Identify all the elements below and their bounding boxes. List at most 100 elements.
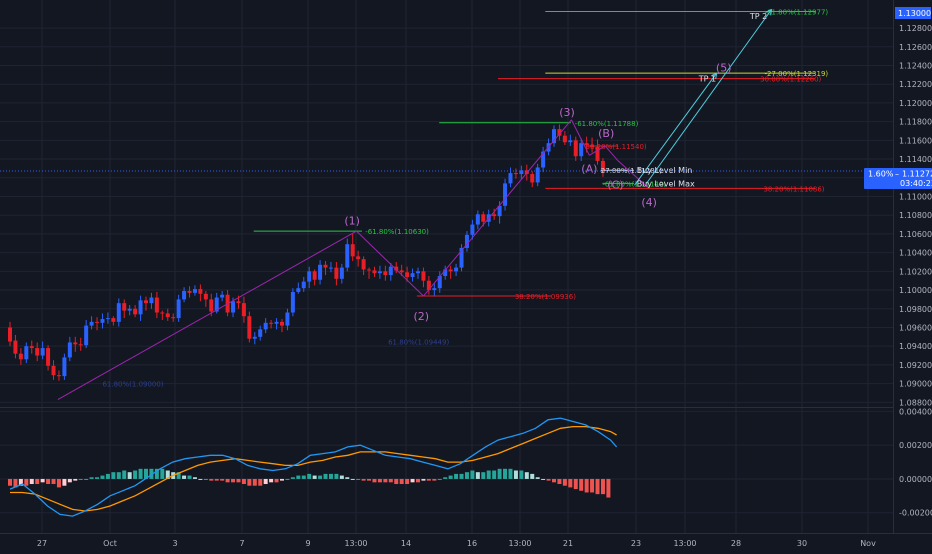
faint-fib-label: 61.80%(1.09449) [388,339,449,347]
top-price-marker: 1.13000 [895,7,931,19]
candle-body [356,256,361,260]
price-tick-label: 1.12200 [899,80,932,89]
time-tick-label: 13:00 [673,539,696,548]
macd-histogram-bar [356,478,361,480]
macd-histogram-bar [600,478,605,495]
macd-histogram-bar [383,478,388,483]
candlestick-series[interactable] [8,124,605,381]
candle-body [579,143,584,157]
macd-histogram-bar [524,472,529,479]
macd-histogram-bar [530,473,535,479]
macd-histogram-bar [209,478,214,481]
macd-histogram-bar [454,473,459,479]
candle-body [410,273,415,277]
candle-body [399,270,404,273]
price-tick-label: 1.11600 [899,136,932,145]
macd-histogram-bar [606,478,611,498]
time-tick-label: Oct [103,539,117,548]
macd-histogram-bar [225,478,230,483]
fib-level-label: 38.20%(1.11086) [763,185,824,193]
trade-level-label: TP 2 [749,12,767,21]
candle-body [367,269,372,271]
candle-body [557,129,562,136]
candle-body [111,318,116,322]
macd-histogram-bar [280,478,284,481]
macd-histogram-bar [252,478,257,486]
price-tick-label: 1.10600 [899,230,932,239]
candle-body [383,271,388,276]
drawing-annotations[interactable]: -61.80%(1.10630) 38.20%(1.09936) -61.80%(1… [0,9,893,400]
wave-label: (2) [413,310,429,323]
candle-body [584,143,589,146]
macd-histogram-bar [214,478,219,481]
macd-histogram-bar [345,477,350,479]
macd-histogram-bar [535,477,540,479]
macd-histogram-bar [590,478,595,493]
price-tick-label: 1.09200 [899,361,932,370]
macd-histogram-bar [437,478,442,480]
time-tick-label: 21 [563,539,573,548]
macd-histogram-bar [236,478,241,483]
candle-body [274,321,279,324]
candle-body [290,291,295,313]
macd-histogram-bar [67,478,72,483]
macd-histogram-bar [475,472,480,479]
macd-histogram-bar [105,473,110,479]
macd-histogram-bar [154,468,159,479]
macd-histogram-bar [301,475,306,479]
macd-histogram-bar [176,472,181,479]
projection-arrowhead [711,72,718,80]
macd-histogram-bar [198,478,203,480]
trade-level-label: Buy Level Min [637,166,693,175]
macd-histogram-bar [46,478,51,485]
macd-histogram-bar [350,478,355,480]
candle-body [470,224,475,235]
macd-histogram-bar [312,475,317,479]
macd-histogram-bar [443,477,448,479]
macd-histogram-bar [220,478,225,481]
candle-body [339,267,344,279]
candle-body [426,280,431,291]
macd-tick-label: 0.00400 [899,407,932,416]
macd-histogram-bar [18,478,23,486]
candle-body [138,300,143,315]
candle-body [89,321,94,326]
candle-body [541,151,546,168]
projection-arrow [634,72,718,186]
time-tick-label: 16 [467,539,477,548]
macd-histogram-bar [579,478,584,491]
macd-signal-line [10,425,617,512]
candle-body [67,342,72,358]
macd-panel[interactable] [8,417,618,517]
macd-histogram-bar [426,478,431,481]
macd-histogram-bar [562,478,567,486]
candle-body [307,271,312,282]
candle-body [187,290,192,293]
candle-body [122,303,127,311]
price-tick-label: 1.08800 [899,398,932,407]
candle-body [437,276,442,289]
macd-histogram-bar [503,468,508,479]
candle-body [247,316,252,339]
candle-body [241,303,246,317]
macd-histogram-bar [127,472,132,479]
candle-body [165,313,170,318]
candle-body [236,301,241,304]
macd-tick-label: 0.00200 [899,441,932,450]
price-tick-label: 1.11400 [899,155,932,164]
candle-body [35,348,40,356]
macd-histogram-bar [133,470,138,479]
candle-body [296,288,301,292]
candle-body [464,234,469,248]
macd-histogram-bar [290,477,295,479]
candle-body [95,321,100,323]
macd-histogram-bar [73,478,78,481]
candle-body [285,312,290,326]
elliott-wave-line [617,160,648,188]
price-tick-label: 1.12600 [899,43,932,52]
candle-body [192,289,197,293]
candle-body [573,140,578,157]
candle-countdown: 03:40:23 [900,179,932,188]
